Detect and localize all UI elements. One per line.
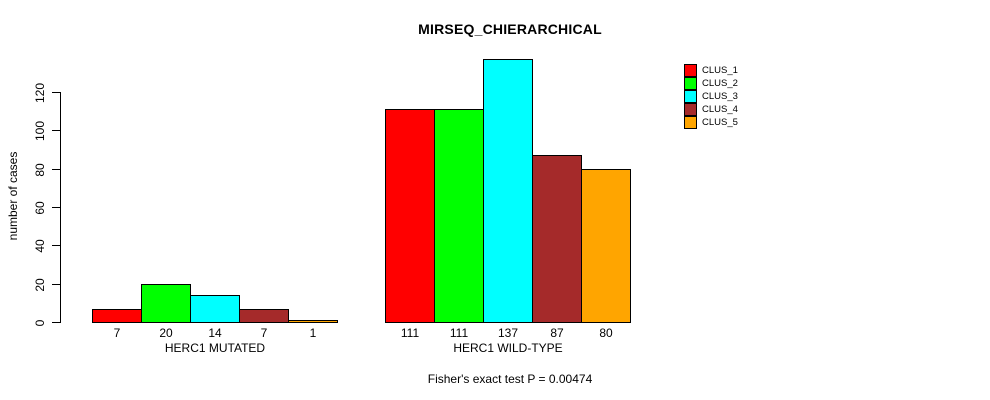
legend-swatch-clus-1	[684, 64, 697, 77]
y-axis-tick	[52, 322, 60, 323]
legend-item-clus-1: CLUS_1	[684, 64, 738, 77]
y-axis-tick-label: 80	[33, 162, 47, 177]
y-axis-tick	[52, 245, 60, 246]
bar-herc1-mutated-clus-5	[288, 320, 338, 323]
y-axis-tick	[52, 284, 60, 285]
bar-herc1-wild-type-clus-1	[385, 109, 435, 323]
bar-herc1-wild-type-clus-3	[483, 59, 533, 323]
y-axis-tick	[52, 169, 60, 170]
bar-herc1-mutated-clus-2	[141, 284, 191, 323]
bar-value-label: 111	[449, 326, 469, 340]
bar-value-label: 80	[599, 326, 613, 340]
y-axis-tick	[52, 130, 60, 131]
legend-swatch-clus-2	[684, 77, 697, 90]
legend-swatch-clus-5	[684, 116, 697, 129]
legend-item-clus-4: CLUS_4	[684, 103, 738, 116]
legend-label-clus-1: CLUS_1	[702, 65, 738, 76]
bar-herc1-mutated-clus-4	[239, 309, 289, 323]
bar-value-label: 7	[113, 326, 121, 340]
bar-herc1-mutated-clus-1	[92, 309, 142, 323]
y-axis-tick-label: 60	[33, 200, 47, 215]
legend-item-clus-5: CLUS_5	[684, 116, 738, 129]
bar-value-label: 87	[550, 326, 564, 340]
y-axis-tick-label: 0	[33, 319, 47, 326]
bar-value-label: 111	[400, 326, 420, 340]
legend-label-clus-2: CLUS_2	[702, 78, 738, 89]
y-axis-tick	[52, 92, 60, 93]
y-axis-tick-label: 100	[33, 120, 47, 141]
y-axis-tick	[52, 207, 60, 208]
legend-label-clus-3: CLUS_3	[702, 91, 738, 102]
bar-herc1-mutated-clus-3	[190, 295, 240, 323]
chart-title: MIRSEQ_CHIERARCHICAL	[418, 21, 602, 37]
x-group-label-herc1-wild-type: HERC1 WILD-TYPE	[453, 341, 563, 355]
legend-item-clus-2: CLUS_2	[684, 77, 738, 90]
bar-value-label: 1	[309, 326, 317, 340]
bar-value-label: 20	[159, 326, 173, 340]
legend-label-clus-5: CLUS_5	[702, 117, 738, 128]
legend: CLUS_1 CLUS_2 CLUS_3 CLUS_4 CLUS_5	[684, 64, 738, 129]
y-axis-tick-label: 20	[33, 277, 47, 292]
legend-item-clus-3: CLUS_3	[684, 90, 738, 103]
bar-herc1-wild-type-clus-2	[434, 109, 484, 323]
x-group-label-herc1-mutated: HERC1 MUTATED	[164, 341, 266, 355]
y-axis-line	[60, 92, 61, 323]
legend-swatch-clus-4	[684, 103, 697, 116]
bar-value-label: 7	[260, 326, 268, 340]
bar-herc1-wild-type-clus-4	[532, 155, 582, 323]
bar-value-label: 14	[208, 326, 222, 340]
legend-label-clus-4: CLUS_4	[702, 104, 738, 115]
footnote: Fisher's exact test P = 0.00474	[427, 372, 593, 386]
y-axis-tick-label: 40	[33, 238, 47, 253]
bar-herc1-wild-type-clus-5	[581, 169, 631, 323]
legend-swatch-clus-3	[684, 90, 697, 103]
y-axis-tick-label: 120	[33, 82, 47, 103]
bar-value-label: 137	[497, 326, 519, 340]
